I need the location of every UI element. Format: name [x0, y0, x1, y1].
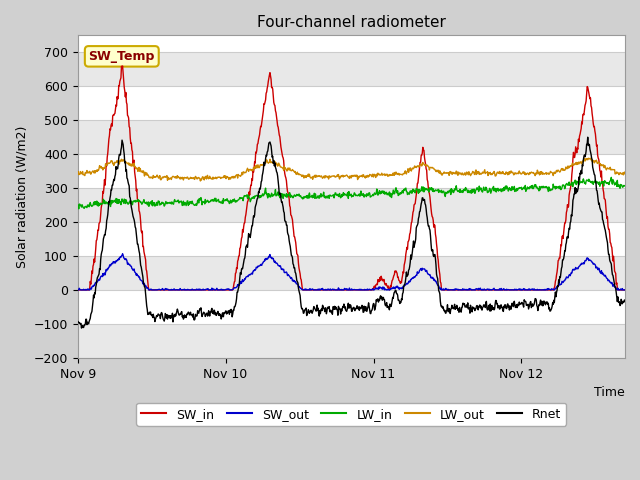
- Rnet: [296, 290, 303, 296]
- SW_in: [119, 63, 127, 69]
- LW_out: [621, 171, 629, 177]
- Rnet: [316, 313, 323, 319]
- SW_out: [74, 287, 81, 293]
- SW_in: [501, 287, 509, 293]
- LW_in: [74, 202, 81, 208]
- LW_in: [511, 189, 518, 194]
- LW_in: [450, 189, 458, 194]
- LW_out: [296, 172, 303, 178]
- X-axis label: Time: Time: [595, 386, 625, 399]
- SW_in: [511, 287, 518, 293]
- Bar: [77, 188, 625, 222]
- LW_out: [196, 178, 204, 184]
- LW_out: [450, 170, 458, 176]
- Bar: [77, 52, 625, 86]
- Rnet: [74, 318, 81, 324]
- LW_out: [316, 173, 323, 179]
- Line: LW_out: LW_out: [77, 158, 625, 181]
- SW_in: [316, 287, 323, 293]
- SW_out: [119, 251, 127, 257]
- Rnet: [621, 299, 629, 304]
- SW_out: [450, 287, 458, 292]
- LW_in: [296, 193, 303, 199]
- Line: LW_in: LW_in: [77, 178, 625, 209]
- Rnet: [584, 134, 591, 140]
- Rnet: [501, 302, 509, 308]
- SW_out: [621, 287, 629, 293]
- Bar: [77, 324, 625, 358]
- LW_in: [75, 206, 83, 212]
- SW_out: [511, 286, 518, 292]
- LW_in: [607, 175, 615, 180]
- LW_in: [501, 184, 509, 190]
- Rnet: [77, 325, 85, 331]
- Line: SW_in: SW_in: [77, 66, 625, 290]
- SW_in: [621, 287, 629, 293]
- LW_out: [130, 163, 138, 169]
- Text: SW_Temp: SW_Temp: [88, 50, 155, 63]
- Title: Four-channel radiometer: Four-channel radiometer: [257, 15, 446, 30]
- Legend: SW_in, SW_out, LW_in, LW_out, Rnet: SW_in, SW_out, LW_in, LW_out, Rnet: [136, 403, 566, 426]
- LW_in: [131, 199, 138, 204]
- Bar: [77, 256, 625, 290]
- LW_out: [74, 170, 81, 176]
- Line: SW_out: SW_out: [77, 254, 625, 290]
- Bar: [77, 120, 625, 154]
- SW_in: [131, 157, 138, 163]
- LW_out: [587, 156, 595, 161]
- Rnet: [131, 217, 138, 223]
- SW_out: [131, 266, 138, 272]
- LW_out: [501, 171, 509, 177]
- LW_out: [511, 170, 518, 176]
- LW_in: [621, 183, 629, 189]
- SW_out: [501, 287, 509, 293]
- LW_in: [316, 195, 323, 201]
- Rnet: [450, 304, 458, 310]
- SW_in: [74, 287, 81, 293]
- Rnet: [511, 303, 518, 309]
- SW_in: [296, 268, 303, 274]
- SW_out: [316, 287, 323, 293]
- Line: Rnet: Rnet: [77, 137, 625, 328]
- Y-axis label: Solar radiation (W/m2): Solar radiation (W/m2): [15, 125, 28, 268]
- SW_in: [450, 287, 458, 293]
- SW_out: [296, 285, 303, 290]
